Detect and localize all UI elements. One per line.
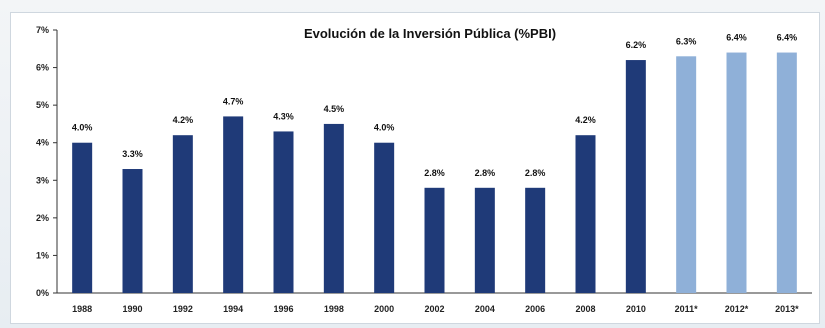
bar-value-label: 4.7% <box>223 96 244 106</box>
bar-2012-projected <box>726 52 747 293</box>
bar-group <box>72 52 797 294</box>
x-tick-label: 2013* <box>775 304 799 314</box>
x-tick-label: 2012* <box>725 304 749 314</box>
x-tick-label: 1998 <box>324 304 344 314</box>
bar-2013-projected <box>776 52 797 293</box>
bar-1988 <box>72 142 93 293</box>
bar-1994 <box>223 116 244 294</box>
y-tick-label: 5% <box>36 100 49 110</box>
bar-value-label: 2.8% <box>525 168 546 178</box>
bar-value-label: 4.0% <box>374 123 395 133</box>
y-tick-label: 1% <box>36 250 49 260</box>
x-tick-label: 2011* <box>675 304 699 314</box>
bar-1998 <box>323 123 344 293</box>
bar-2008 <box>575 135 596 293</box>
bar-1996 <box>273 131 294 293</box>
bar-1992 <box>172 135 193 293</box>
x-tick-label: 2000 <box>374 304 394 314</box>
bar-2006 <box>525 187 546 293</box>
bar-value-label: 6.3% <box>676 36 697 46</box>
x-tick-group: 1988 1990 1992 1994 1996 1998 2000 2002 2004 2006… <box>72 304 799 314</box>
bar-1990 <box>122 169 143 293</box>
y-tick-label: 7% <box>36 25 49 35</box>
data-label-group: 4.0% 3.3% 4.2% 4.7% 4.3% 4.5% 4.0% 2.8% 2.8% 2.8%… <box>72 33 797 178</box>
bar-value-label: 6.4% <box>726 33 747 43</box>
x-tick-label: 2006 <box>525 304 545 314</box>
x-tick-label: 2002 <box>424 304 444 314</box>
x-tick-label: 1994 <box>223 304 243 314</box>
bar-value-label: 4.0% <box>72 123 93 133</box>
bar-value-label: 2.8% <box>424 168 445 178</box>
chart-title: Evolución de la Inversión Pública (%PBI) <box>304 26 556 41</box>
y-tick-group: 0% 1% 2% 3% 4% 5% 6% 7% <box>36 25 57 298</box>
bar-2011-projected <box>676 56 697 293</box>
bar-value-label: 3.3% <box>122 149 143 159</box>
y-tick-label: 3% <box>36 175 49 185</box>
x-tick-label: 1992 <box>173 304 193 314</box>
bar-value-label: 4.2% <box>173 115 194 125</box>
y-tick-label: 4% <box>36 138 49 148</box>
x-tick-label: 2010 <box>626 304 646 314</box>
bar-value-label: 6.4% <box>777 33 798 43</box>
x-tick-label: 2008 <box>575 304 595 314</box>
bar-2000 <box>374 142 395 293</box>
y-tick-label: 6% <box>36 63 49 73</box>
bar-value-label: 4.3% <box>273 111 294 121</box>
x-tick-label: 1990 <box>122 304 142 314</box>
y-tick-label: 0% <box>36 288 49 298</box>
x-tick-label: 1988 <box>72 304 92 314</box>
x-tick-label: 1996 <box>273 304 293 314</box>
bar-value-label: 4.2% <box>575 115 596 125</box>
bar-value-label: 2.8% <box>475 168 496 178</box>
y-tick-label: 2% <box>36 213 49 223</box>
bar-value-label: 4.5% <box>324 104 345 114</box>
bar-value-label: 6.2% <box>626 40 647 50</box>
bar-2002 <box>424 187 445 293</box>
bar-2004 <box>474 187 495 293</box>
x-tick-label: 2004 <box>475 304 495 314</box>
bar-2010 <box>625 60 646 293</box>
